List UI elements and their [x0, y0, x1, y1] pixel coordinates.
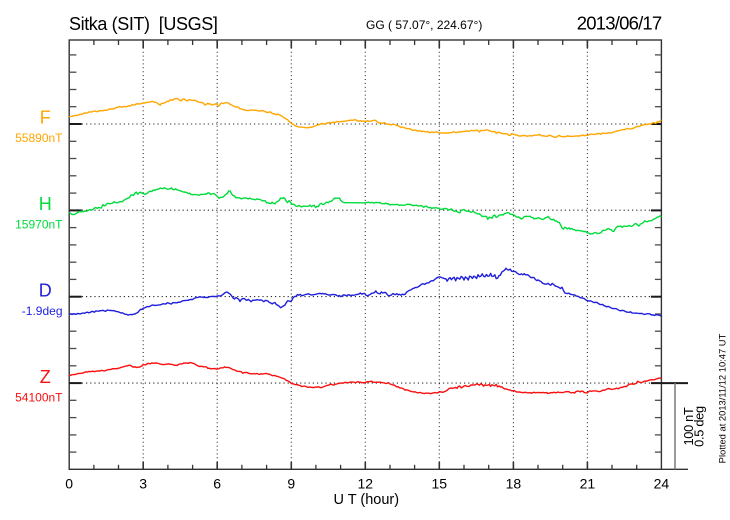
svg-text:F: F: [40, 108, 51, 128]
svg-text:Plotted at 2013/11/12 10:47 UT: Plotted at 2013/11/12 10:47 UT: [717, 333, 728, 463]
svg-text:GG ( 57.07°, 224.67°): GG ( 57.07°, 224.67°): [366, 18, 482, 32]
svg-text:0: 0: [65, 476, 73, 492]
svg-text:2013/06/17: 2013/06/17: [577, 12, 662, 33]
svg-text:100 nT: 100 nT: [681, 407, 696, 446]
svg-text:Z: Z: [40, 367, 51, 387]
svg-text:15: 15: [432, 476, 448, 492]
svg-text:54100nT: 54100nT: [15, 390, 63, 404]
svg-text:6: 6: [213, 476, 221, 492]
svg-text:12: 12: [358, 476, 374, 492]
svg-text:18: 18: [506, 476, 522, 492]
svg-text:D: D: [39, 280, 52, 300]
svg-text:9: 9: [287, 476, 295, 492]
svg-text:24: 24: [654, 476, 670, 492]
svg-text:15970nT: 15970nT: [15, 217, 63, 231]
svg-text:Sitka (SIT) [USGS]: Sitka (SIT) [USGS]: [69, 14, 217, 34]
svg-text:0.5 deg: 0.5 deg: [692, 406, 707, 447]
svg-text:3: 3: [139, 476, 147, 492]
svg-text:H: H: [39, 194, 52, 214]
svg-text:55890nT: 55890nT: [15, 131, 63, 145]
svg-text:21: 21: [580, 476, 596, 492]
svg-text:-1.9deg: -1.9deg: [22, 304, 63, 318]
svg-text:U T (hour): U T (hour): [334, 492, 400, 508]
